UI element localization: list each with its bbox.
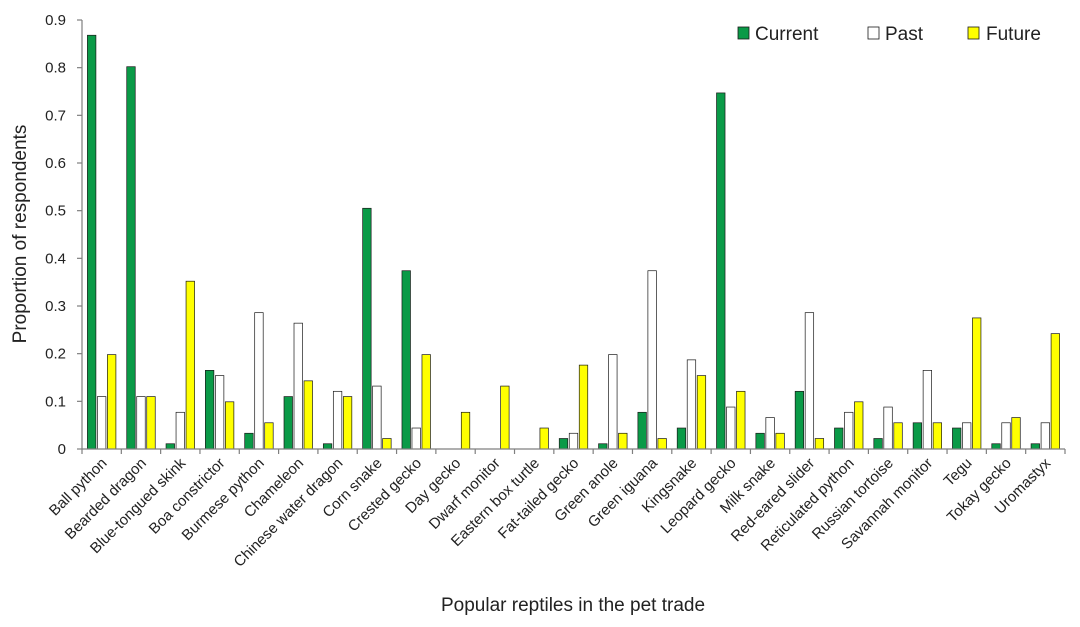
bar-current-tegu	[952, 427, 962, 450]
bar-current-uromastyx	[1030, 443, 1040, 450]
bar-future-tegu	[972, 317, 982, 450]
bar-past-uromastyx	[1040, 422, 1050, 450]
legend-label-past: Past	[885, 24, 924, 45]
legend-swatch-current	[737, 26, 750, 40]
bar-past-tokay-gecko	[1001, 422, 1011, 450]
bar-current-reticulated-python	[834, 427, 844, 450]
bar-future-corn-snake	[382, 438, 392, 450]
bar-future-crested-gecko	[421, 354, 431, 450]
bar-past-crested-gecko	[411, 427, 421, 450]
y-tick-label: 0.1	[45, 393, 66, 410]
bar-current-chameleon	[283, 396, 293, 450]
bar-past-savannah-monitor	[922, 370, 932, 450]
bar-future-savannah-monitor	[932, 422, 942, 450]
y-tick-label: 0	[58, 441, 66, 458]
bar-current-blue-tongued-skink	[165, 443, 175, 450]
x-axis-ticks	[81, 449, 1066, 454]
bar-past-chinese-water-dragon	[332, 390, 343, 450]
bar-past-bearded-dragon	[136, 396, 146, 450]
bar-past-green-anole	[608, 354, 618, 450]
bar-past-corn-snake	[372, 385, 382, 450]
bar-past-tegu	[962, 422, 972, 450]
bar-future-russian-tortoise	[893, 422, 903, 450]
bar-current-savannah-monitor	[912, 422, 922, 450]
bar-future-dwarf-monitor	[500, 385, 510, 450]
bar-future-chameleon	[303, 380, 313, 450]
bar-current-green-anole	[598, 443, 608, 450]
bar-past-russian-tortoise	[883, 406, 893, 450]
bar-future-reticulated-python	[854, 401, 864, 450]
bar-current-burmese-python	[244, 432, 254, 450]
bar-current-russian-tortoise	[873, 438, 883, 450]
bar-current-kingsnake	[676, 427, 687, 450]
bar-past-milk-snake	[765, 417, 775, 450]
bar-past-red-eared-slider	[804, 312, 815, 450]
legend: Current Past Future	[737, 24, 1041, 45]
bar-future-chinese-water-dragon	[342, 396, 353, 450]
y-tick-label: 0.5	[45, 203, 66, 220]
bar-current-red-eared-slider	[794, 390, 805, 450]
bar-current-chinese-water-dragon	[322, 443, 333, 450]
bar-current-leopard-gecko	[716, 92, 726, 450]
bar-current-bearded-dragon	[126, 66, 136, 450]
bar-future-red-eared-slider	[814, 438, 825, 450]
bar-past-kingsnake	[686, 359, 697, 450]
bar-future-leopard-gecko	[736, 390, 746, 450]
y-tick-label: 0.8	[45, 60, 66, 77]
bar-future-burmese-python	[264, 422, 274, 450]
bar-current-fat-tailed-gecko	[558, 438, 569, 450]
bar-current-green-iguana	[637, 411, 647, 450]
bar-future-green-anole	[618, 432, 628, 450]
bar-current-boa-constrictor	[205, 370, 215, 450]
bar-past-ball-python	[97, 396, 107, 450]
bar-future-kingsnake	[696, 375, 707, 450]
bar-past-blue-tongued-skink	[175, 411, 185, 450]
bar-future-blue-tongued-skink	[185, 280, 195, 450]
bar-past-chameleon	[293, 322, 303, 450]
bar-future-boa-constrictor	[225, 401, 235, 450]
bar-current-tokay-gecko	[991, 443, 1001, 450]
legend-swatch-past	[867, 26, 880, 40]
bar-current-corn-snake	[362, 207, 372, 450]
bar-future-tokay-gecko	[1011, 417, 1021, 450]
bar-future-bearded-dragon	[146, 396, 156, 450]
bar-past-leopard-gecko	[726, 406, 736, 450]
y-tick-label: 0.2	[45, 346, 66, 363]
bar-past-reticulated-python	[844, 411, 854, 450]
legend-label-future: Future	[986, 24, 1041, 45]
bar-future-milk-snake	[775, 432, 785, 450]
y-axis-ticks: 0 0.1 0.2 0.3 0.4 0.5 0.6 0.7 0.8 0.9	[45, 12, 82, 458]
bar-future-ball-python	[107, 354, 117, 450]
bar-future-eastern-box-turtle	[539, 427, 549, 450]
bar-current-crested-gecko	[401, 270, 411, 450]
bars	[87, 34, 1060, 450]
bar-past-boa-constrictor	[215, 375, 225, 450]
bar-current-ball-python	[87, 34, 97, 450]
y-tick-label: 0.7	[45, 107, 66, 124]
y-axis-title: Proportion of respondents	[10, 125, 31, 344]
bar-past-green-iguana	[647, 270, 657, 450]
x-axis-title: Popular reptiles in the pet trade	[441, 595, 705, 616]
legend-swatch-future	[967, 26, 980, 40]
y-tick-label: 0.3	[45, 298, 66, 315]
bar-future-day-gecko	[460, 411, 471, 450]
y-tick-label: 0.9	[45, 12, 66, 29]
bar-future-fat-tailed-gecko	[578, 364, 589, 450]
bar-future-green-iguana	[657, 438, 667, 450]
legend-label-current: Current	[755, 24, 819, 45]
bar-future-uromastyx	[1050, 333, 1060, 450]
axes	[81, 20, 1065, 450]
bar-current-milk-snake	[755, 432, 765, 450]
y-tick-label: 0.4	[45, 250, 66, 267]
bar-past-burmese-python	[254, 312, 264, 450]
bar-past-fat-tailed-gecko	[568, 432, 579, 450]
x-category-label: Tegu	[941, 455, 976, 490]
y-tick-label: 0.6	[45, 155, 66, 172]
